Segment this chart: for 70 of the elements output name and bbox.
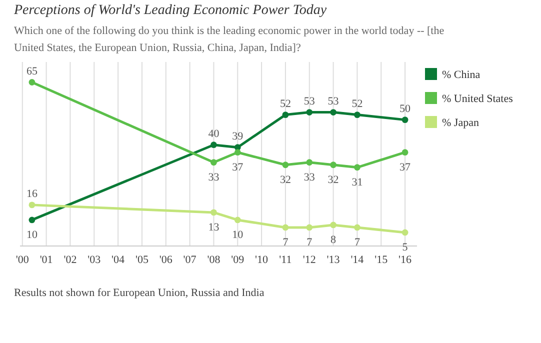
data-label: 13 — [208, 221, 220, 234]
legend-label: % United States — [442, 93, 513, 105]
point — [306, 109, 313, 116]
point — [28, 216, 36, 224]
data-label: 33 — [304, 171, 316, 184]
x-tick-label: '02 — [64, 254, 77, 266]
data-label: 33 — [208, 171, 220, 184]
point — [282, 112, 289, 118]
x-tick-label: '07 — [183, 254, 197, 266]
data-label: 39 — [232, 130, 244, 142]
point — [234, 149, 241, 156]
x-tick-label: '08 — [207, 254, 221, 266]
point — [306, 159, 313, 166]
x-tick-label: '11 — [279, 254, 292, 266]
point — [306, 224, 313, 231]
data-label: 5 — [402, 241, 408, 254]
data-label: 52 — [352, 98, 363, 110]
data-label: 37 — [400, 161, 412, 174]
data-label: 53 — [304, 95, 316, 108]
data-label: 7 — [282, 236, 289, 248]
x-tick-label: '16 — [398, 254, 412, 266]
x-tick-label: '15 — [374, 254, 388, 266]
data-label: 10 — [26, 228, 38, 241]
point — [354, 164, 360, 171]
point — [234, 216, 241, 224]
point — [210, 142, 217, 148]
point — [330, 222, 336, 228]
point — [402, 116, 408, 124]
point — [402, 229, 408, 236]
point — [28, 202, 36, 208]
data-label: 52 — [280, 98, 291, 110]
point — [28, 79, 36, 86]
data-label: 16 — [26, 188, 38, 200]
x-tick-label: '09 — [231, 254, 245, 266]
chart-subtitle: Which one of the following do you think is the leading economic power in the world today -- [the United States, the European Union, Russia, China, Japan, India]? — [14, 25, 444, 54]
x-tick-label: '13 — [326, 254, 340, 266]
legend-label: % China — [442, 69, 480, 81]
data-label: 50 — [400, 102, 412, 115]
x-tick-label: '06 — [159, 254, 173, 266]
text: Results not shown for European Union, Russia and India — [14, 287, 264, 299]
point — [282, 162, 289, 168]
data-label: 32 — [280, 174, 291, 186]
point — [330, 109, 336, 116]
data-label: 53 — [328, 95, 340, 108]
data-label: 37 — [232, 161, 244, 174]
data-label: 7 — [354, 236, 360, 248]
chart-title: Perceptions of World's Leading Economic Power Today — [13, 3, 328, 18]
point — [402, 149, 408, 156]
point — [210, 159, 217, 166]
data-label: 31 — [352, 176, 363, 188]
point — [282, 224, 289, 231]
x-tick-label: '12 — [302, 254, 316, 266]
data-label: 8 — [330, 234, 337, 246]
data-label: 32 — [328, 174, 339, 186]
point — [354, 112, 360, 118]
point — [330, 162, 336, 168]
data-label: 65 — [26, 65, 38, 78]
x-tick-label: '14 — [350, 254, 364, 266]
data-label: 7 — [306, 236, 313, 248]
x-tick-label: '03 — [88, 254, 102, 266]
data-label: 10 — [232, 228, 244, 241]
x-tick-label: '01 — [40, 254, 53, 266]
x-tick-label: '05 — [135, 254, 149, 266]
point — [354, 224, 360, 231]
legend-label: % Japan — [442, 117, 480, 129]
x-tick-label: '04 — [112, 254, 126, 266]
x-tick-label: '00 — [16, 254, 30, 266]
x-tick-label: '10 — [255, 254, 269, 266]
data-label: 40 — [208, 128, 220, 140]
point — [210, 209, 217, 216]
